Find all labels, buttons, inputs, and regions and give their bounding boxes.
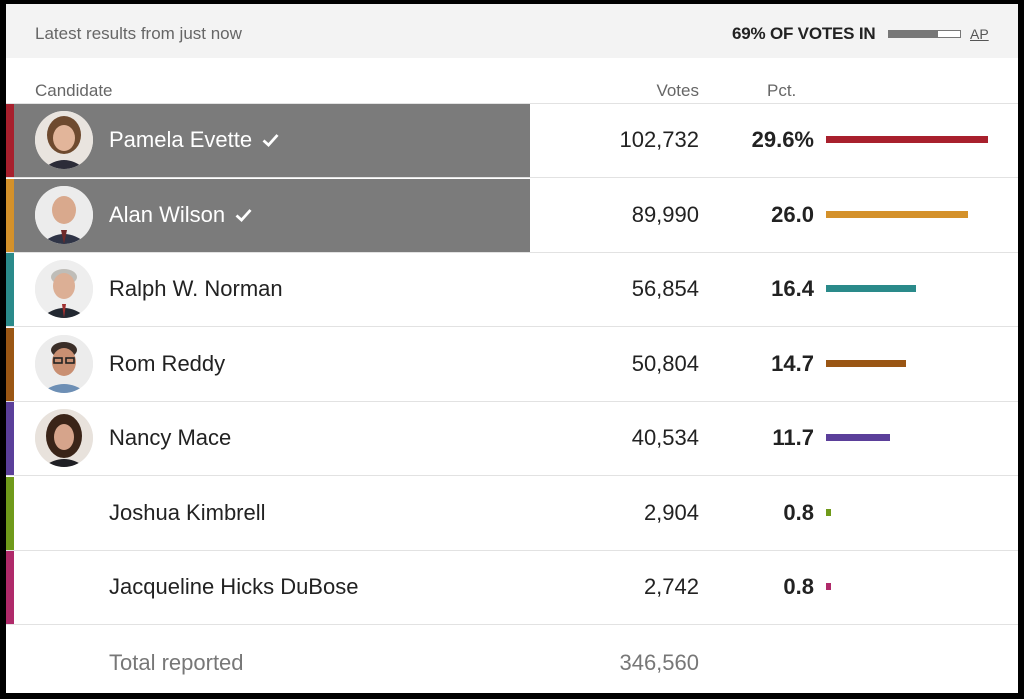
candidate-name-text: Pamela Evette (109, 127, 253, 152)
candidate-row: Jacqueline Hicks DuBose 2,742 0.8 (6, 551, 1018, 625)
candidate-column-header: Candidate (35, 81, 113, 100)
candidate-row: Pamela Evette 102,732 29.6% (6, 104, 1018, 178)
candidate-color-stripe (6, 402, 14, 475)
candidate-pct: 16.4 (771, 276, 814, 301)
candidate-row: Alan Wilson 89,990 26.0 (6, 178, 1018, 253)
candidate-color-stripe (6, 253, 14, 326)
candidate-pct: 29.6% (751, 127, 814, 152)
candidate-name-text: Rom Reddy (109, 350, 226, 376)
candidate-votes: 102,732 (619, 127, 699, 152)
candidate-pct: 0.8 (783, 574, 814, 599)
candidate-pct: 11.7 (772, 425, 814, 450)
candidate-row: Rom Reddy 50,804 14.7 (6, 327, 1018, 402)
winner-highlight (14, 178, 530, 252)
candidate-pct: 0.8 (783, 499, 814, 525)
candidate-row: Nancy Mace 40,534 11.7 (6, 402, 1018, 476)
winner-check-icon (262, 127, 279, 153)
candidate-name: Rom Reddy (109, 351, 225, 377)
vote-share-bar (826, 285, 916, 292)
candidate-name-text: Nancy Mace (109, 425, 232, 450)
candidate-votes: 2,742 (643, 574, 699, 599)
candidate-color-stripe (6, 476, 14, 550)
votes-in-progress-bar (888, 30, 961, 38)
results-table: Latest results from just now 69% OF VOTE… (6, 4, 1018, 693)
candidate-name-text: Jacqueline Hicks DuBose (109, 574, 359, 599)
vote-share-bar (826, 434, 891, 441)
votes-in-progress-fill (889, 31, 938, 37)
candidate-name: Jacqueline Hicks DuBose (109, 574, 358, 600)
vote-share-bar (826, 210, 969, 218)
votes-in-label: 69% OF VOTES IN (732, 24, 876, 43)
candidate-name: Nancy Mace (109, 425, 231, 451)
last-updated-text: Latest results from just now (35, 24, 242, 43)
candidate-votes: 40,534 (631, 425, 699, 450)
candidate-name-text: Alan Wilson (109, 201, 226, 227)
pct-column-header: Pct. (767, 81, 797, 100)
candidate-color-stripe (6, 327, 14, 401)
total-row: Total reported 346,560 (6, 626, 1018, 693)
candidate-name: Alan Wilson (109, 202, 252, 228)
candidate-name: Pamela Evette (109, 127, 279, 153)
candidate-name-text: Ralph W. Norman (109, 276, 283, 301)
candidate-votes: 50,804 (631, 350, 699, 376)
ap-source-link[interactable]: AP (970, 26, 989, 42)
results-status-bar: Latest results from just now 69% OF VOTE… (6, 4, 1018, 58)
candidate-votes: 89,990 (631, 201, 699, 227)
candidate-avatar (35, 185, 93, 244)
winner-check-icon (235, 202, 252, 228)
candidate-color-stripe (6, 178, 14, 252)
candidate-color-stripe (6, 104, 14, 177)
candidate-pct: 26.0 (771, 201, 814, 227)
vote-share-bar (826, 136, 988, 143)
candidate-votes: 2,904 (643, 499, 699, 525)
candidate-avatar (35, 409, 93, 467)
candidate-name-text: Joshua Kimbrell (109, 499, 266, 525)
candidate-avatar (35, 260, 93, 318)
candidate-color-stripe (6, 551, 14, 624)
total-label: Total reported (109, 650, 244, 675)
candidate-avatar (35, 111, 93, 169)
candidate-row: Ralph W. Norman 56,854 16.4 (6, 253, 1018, 327)
candidate-row: Joshua Kimbrell 2,904 0.8 (6, 476, 1018, 551)
votes-column-header: Votes (656, 81, 699, 100)
candidate-pct: 14.7 (771, 350, 814, 376)
candidate-votes: 56,854 (631, 276, 699, 301)
candidate-avatar (35, 334, 93, 393)
vote-share-bar (826, 359, 907, 367)
vote-share-bar (826, 508, 831, 516)
candidate-name: Joshua Kimbrell (109, 500, 266, 526)
table-header: Candidate Votes Pct. (6, 58, 1018, 104)
vote-share-bar (826, 583, 831, 590)
total-votes: 346,560 (619, 650, 699, 675)
candidate-name: Ralph W. Norman (109, 276, 283, 302)
